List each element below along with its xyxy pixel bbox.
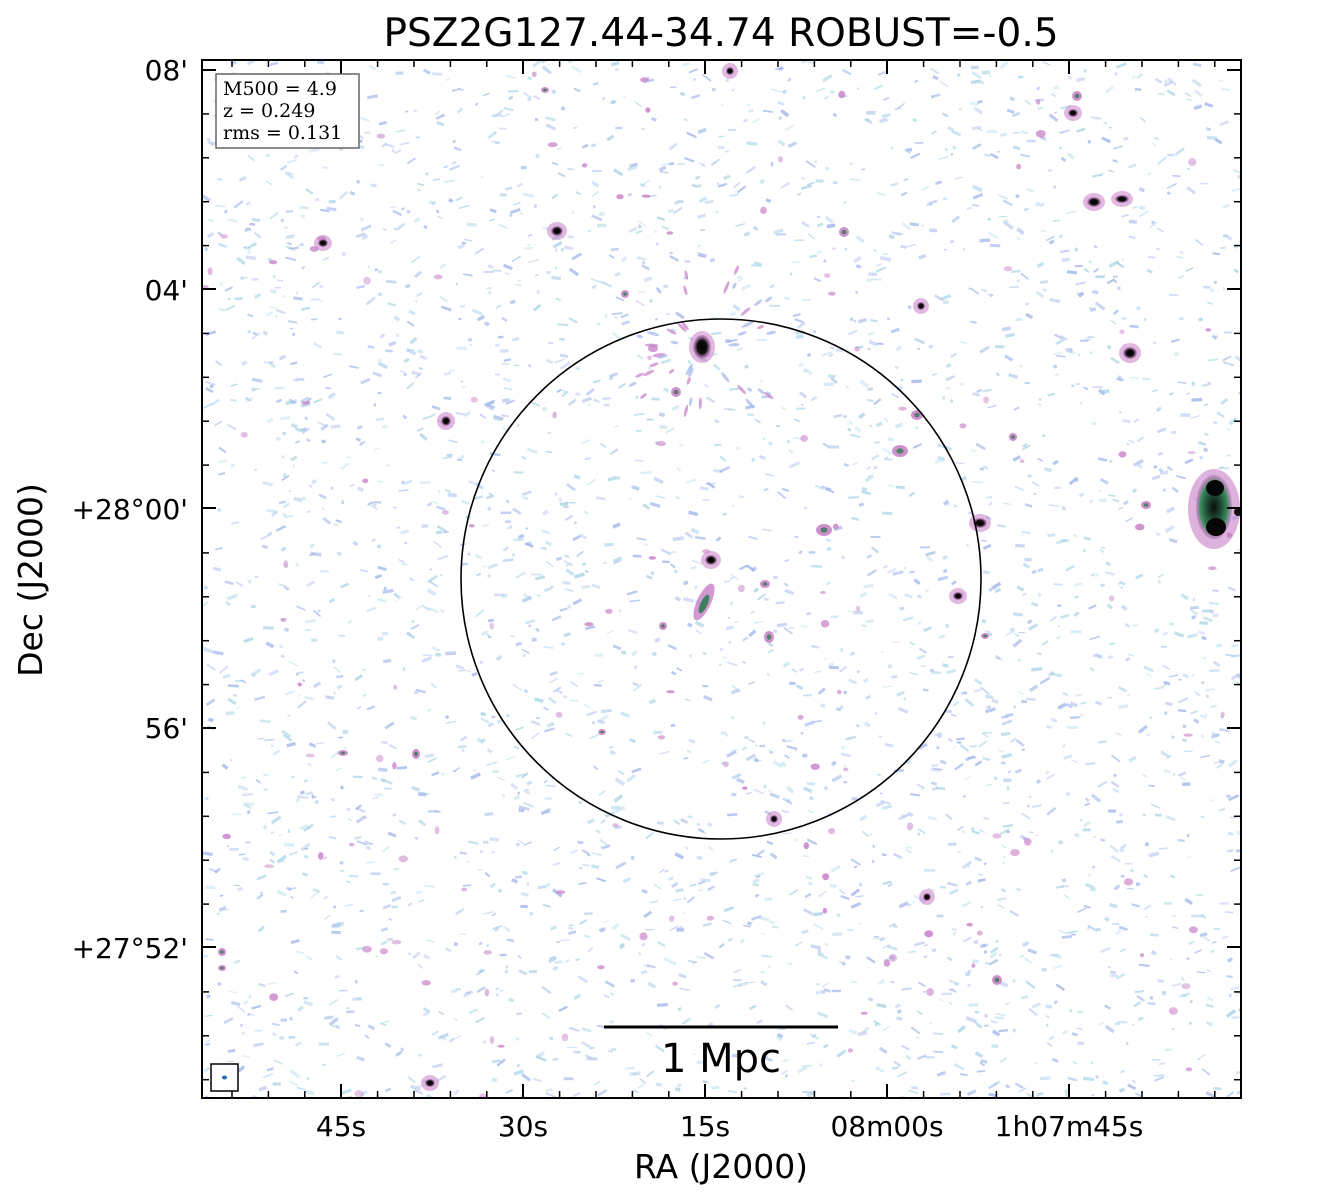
info-rms: rms = 0.131: [223, 122, 342, 144]
x-tick-label: 15s: [680, 1110, 730, 1143]
info-redshift: z = 0.249: [223, 100, 315, 122]
y-axis-label: Dec (J2000): [11, 483, 50, 677]
y-tick-label: 08': [145, 54, 188, 87]
y-tick-label: 04': [145, 274, 188, 307]
x-tick-label: 08m00s: [830, 1110, 943, 1143]
noise-speckle: [202, 60, 1241, 1098]
y-tick-label: +27°52': [72, 932, 188, 965]
plot-frame: [201, 59, 1242, 1099]
y-tick-label: 56': [145, 712, 188, 745]
scale-bar-label: 1 Mpc: [661, 1036, 781, 1082]
r500-circle: [460, 318, 982, 840]
plot-title: PSZ2G127.44-34.74 ROBUST=-0.5: [383, 11, 1058, 56]
info-mass: M500 = 4.9: [223, 78, 337, 100]
image-area: [202, 60, 1241, 1098]
y-tick-label: +28°00': [72, 493, 188, 526]
beam-box: [210, 1063, 239, 1092]
y-tick-labels: 08' 04' +28°00' 56' +27°52': [72, 54, 188, 965]
scale-bar: 1 Mpc: [604, 1025, 838, 1082]
x-tick-labels: 45s 30s 15s 08m00s 1h07m45s: [316, 1110, 1143, 1143]
x-axis-label: RA (J2000): [634, 1147, 808, 1186]
x-tick-label: 1h07m45s: [995, 1110, 1144, 1143]
x-tick-label: 30s: [498, 1110, 548, 1143]
axis-ticks: [202, 60, 1241, 1098]
x-tick-label: 45s: [316, 1110, 366, 1143]
info-box: M500 = 4.9 z = 0.249 rms = 0.131: [215, 73, 360, 149]
